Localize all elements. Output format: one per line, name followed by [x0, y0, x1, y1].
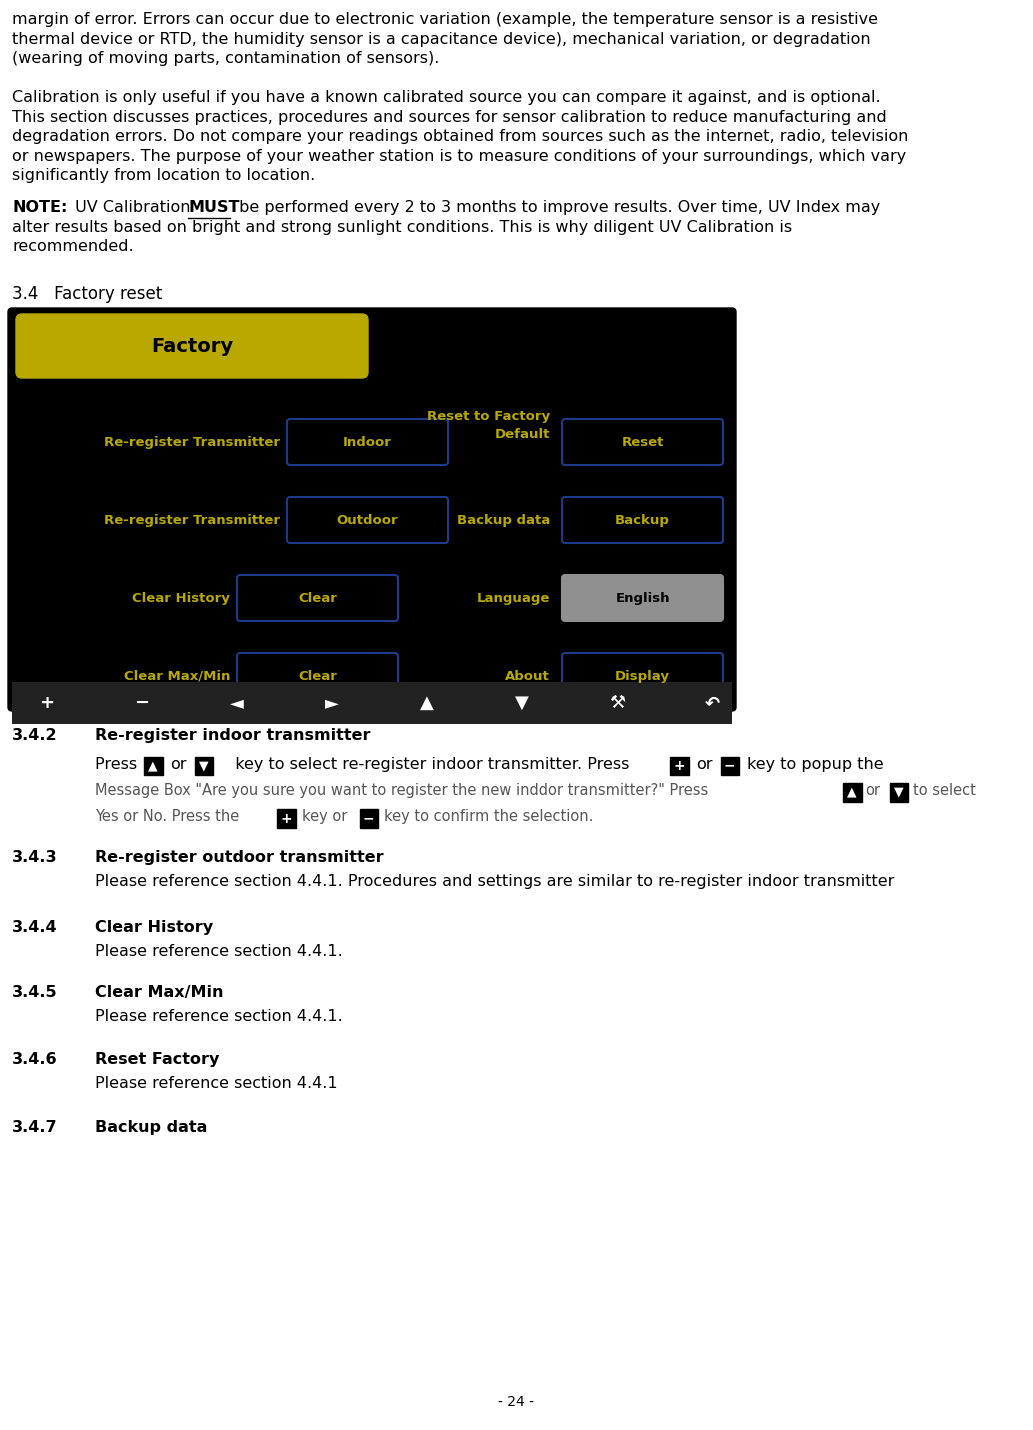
- FancyBboxPatch shape: [359, 809, 378, 828]
- Text: ↶: ↶: [705, 694, 720, 712]
- Text: Re-register indoor transmitter: Re-register indoor transmitter: [95, 728, 371, 744]
- Text: Default: Default: [495, 428, 550, 440]
- FancyBboxPatch shape: [562, 498, 723, 543]
- FancyBboxPatch shape: [287, 498, 448, 543]
- Text: thermal device or RTD, the humidity sensor is a capacitance device), mechanical : thermal device or RTD, the humidity sens…: [12, 31, 871, 47]
- FancyBboxPatch shape: [720, 756, 739, 775]
- Text: 3.4.5: 3.4.5: [12, 985, 58, 1000]
- Text: Press: Press: [95, 756, 143, 772]
- Text: Indoor: Indoor: [343, 436, 392, 449]
- Text: Backup data: Backup data: [95, 1120, 208, 1135]
- Bar: [12, 682, 732, 724]
- FancyBboxPatch shape: [562, 654, 723, 699]
- Text: ▼: ▼: [515, 694, 529, 712]
- Text: key to confirm the selection.: key to confirm the selection.: [384, 809, 593, 825]
- Text: ▼: ▼: [199, 759, 209, 772]
- Text: significantly from location to location.: significantly from location to location.: [12, 167, 315, 183]
- Text: English: English: [616, 592, 669, 605]
- Text: About: About: [505, 669, 550, 682]
- Text: Reset to Factory: Reset to Factory: [427, 409, 550, 422]
- Text: or: or: [170, 756, 187, 772]
- Text: Please reference section 4.4.1: Please reference section 4.4.1: [95, 1077, 338, 1091]
- Text: 3.4.3: 3.4.3: [12, 849, 58, 865]
- FancyBboxPatch shape: [8, 307, 735, 711]
- Text: ►: ►: [325, 694, 339, 712]
- Text: ▲: ▲: [420, 694, 434, 712]
- Text: Clear History: Clear History: [95, 919, 213, 935]
- FancyBboxPatch shape: [237, 575, 398, 621]
- Text: margin of error. Errors can occur due to electronic variation (example, the temp: margin of error. Errors can occur due to…: [12, 11, 878, 27]
- Text: (wearing of moving parts, contamination of sensors).: (wearing of moving parts, contamination …: [12, 51, 439, 66]
- FancyBboxPatch shape: [287, 419, 448, 465]
- FancyBboxPatch shape: [562, 419, 723, 465]
- Text: Reset Factory: Reset Factory: [95, 1052, 219, 1067]
- Text: 3.4   Factory reset: 3.4 Factory reset: [12, 285, 162, 303]
- Text: +: +: [39, 694, 55, 712]
- Text: Reset: Reset: [621, 436, 663, 449]
- Text: UV Calibration: UV Calibration: [70, 200, 195, 214]
- Text: key to select re-register indoor transmitter. Press: key to select re-register indoor transmi…: [225, 756, 629, 772]
- FancyBboxPatch shape: [15, 315, 368, 378]
- Text: Message Box "Are you sure you want to register the new inddor transmitter?" Pres: Message Box "Are you sure you want to re…: [95, 784, 709, 798]
- Text: 3.4.4: 3.4.4: [12, 919, 58, 935]
- Text: 3.4.6: 3.4.6: [12, 1052, 58, 1067]
- Text: key to popup the: key to popup the: [747, 756, 883, 772]
- FancyBboxPatch shape: [670, 756, 689, 775]
- Text: degradation errors. Do not compare your readings obtained from sources such as t: degradation errors. Do not compare your …: [12, 129, 908, 144]
- Text: Please reference section 4.4.1. Procedures and settings are similar to re-regist: Please reference section 4.4.1. Procedur…: [95, 874, 895, 889]
- Text: 3.4.2: 3.4.2: [12, 728, 58, 744]
- Text: Clear: Clear: [299, 592, 337, 605]
- Text: or: or: [696, 756, 713, 772]
- Text: Clear History: Clear History: [132, 592, 230, 605]
- Text: to select: to select: [913, 784, 976, 798]
- Text: ▲: ▲: [847, 785, 857, 799]
- Text: −: −: [363, 812, 375, 825]
- FancyBboxPatch shape: [843, 784, 862, 801]
- Text: ◄: ◄: [230, 694, 244, 712]
- Text: Re-register Transmitter: Re-register Transmitter: [104, 436, 280, 449]
- Text: −: −: [134, 694, 150, 712]
- Text: Clear Max/Min: Clear Max/Min: [95, 985, 223, 1000]
- FancyBboxPatch shape: [237, 654, 398, 699]
- Text: ⚒: ⚒: [608, 694, 625, 712]
- Text: Clear: Clear: [299, 669, 337, 682]
- FancyBboxPatch shape: [144, 756, 162, 775]
- Text: Calibration is only useful if you have a known calibrated source you can compare: Calibration is only useful if you have a…: [12, 90, 880, 104]
- Text: Backup: Backup: [615, 513, 670, 526]
- Text: NOTE:: NOTE:: [12, 200, 67, 214]
- Text: Language: Language: [476, 592, 550, 605]
- FancyBboxPatch shape: [194, 756, 213, 775]
- Text: ▲: ▲: [149, 759, 158, 772]
- Text: alter results based on bright and strong sunlight conditions. This is why dilige: alter results based on bright and strong…: [12, 219, 792, 235]
- FancyBboxPatch shape: [889, 784, 908, 801]
- Text: or: or: [866, 784, 880, 798]
- Text: be performed every 2 to 3 months to improve results. Over time, UV Index may: be performed every 2 to 3 months to impr…: [234, 200, 880, 214]
- Text: Clear Max/Min: Clear Max/Min: [124, 669, 230, 682]
- Text: Please reference section 4.4.1.: Please reference section 4.4.1.: [95, 1010, 343, 1024]
- Text: This section discusses practices, procedures and sources for sensor calibration : This section discusses practices, proced…: [12, 110, 886, 124]
- FancyBboxPatch shape: [562, 575, 723, 621]
- Text: Display: Display: [615, 669, 670, 682]
- Text: Outdoor: Outdoor: [337, 513, 399, 526]
- Text: MUST: MUST: [188, 200, 240, 214]
- Text: 3.4.7: 3.4.7: [12, 1120, 58, 1135]
- Text: Backup data: Backup data: [457, 513, 550, 526]
- Text: +: +: [674, 759, 685, 772]
- Text: Re-register outdoor transmitter: Re-register outdoor transmitter: [95, 849, 383, 865]
- Text: recommended.: recommended.: [12, 239, 133, 255]
- Text: Please reference section 4.4.1.: Please reference section 4.4.1.: [95, 944, 343, 960]
- Text: Factory: Factory: [151, 336, 233, 356]
- Text: key or: key or: [302, 809, 347, 825]
- Text: −: −: [724, 759, 735, 772]
- Text: Re-register Transmitter: Re-register Transmitter: [104, 513, 280, 526]
- Text: or newspapers. The purpose of your weather station is to measure conditions of y: or newspapers. The purpose of your weath…: [12, 149, 906, 163]
- Text: ▼: ▼: [894, 785, 904, 799]
- FancyBboxPatch shape: [277, 809, 295, 828]
- Text: +: +: [280, 812, 292, 825]
- Text: - 24 -: - 24 -: [499, 1396, 534, 1409]
- Text: Yes or No. Press the: Yes or No. Press the: [95, 809, 240, 825]
